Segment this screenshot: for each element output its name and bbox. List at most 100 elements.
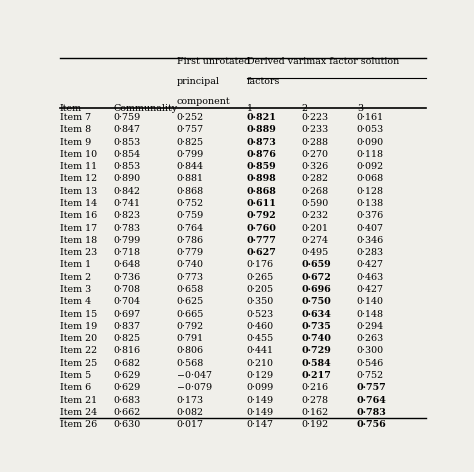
Text: 0·149: 0·149 <box>246 408 273 417</box>
Text: Item 25: Item 25 <box>60 359 97 368</box>
Text: 0·736: 0·736 <box>114 273 141 282</box>
Text: 0·648: 0·648 <box>114 261 141 270</box>
Text: 0·149: 0·149 <box>246 396 273 405</box>
Text: component: component <box>177 97 230 106</box>
Text: 0·658: 0·658 <box>177 285 204 294</box>
Text: 0·210: 0·210 <box>246 359 273 368</box>
Text: 0·779: 0·779 <box>177 248 204 257</box>
Text: 0·777: 0·777 <box>246 236 276 245</box>
Text: 0·625: 0·625 <box>177 297 204 306</box>
Text: Item 19: Item 19 <box>60 322 97 331</box>
Text: 0·118: 0·118 <box>357 150 384 159</box>
Text: 0·590: 0·590 <box>301 199 329 208</box>
Text: 0·217: 0·217 <box>301 371 332 380</box>
Text: 0·844: 0·844 <box>177 162 204 171</box>
Text: 0·799: 0·799 <box>114 236 141 245</box>
Text: 0·854: 0·854 <box>114 150 141 159</box>
Text: 0·659: 0·659 <box>301 261 331 270</box>
Text: 0·611: 0·611 <box>246 199 276 208</box>
Text: 0·757: 0·757 <box>357 383 387 392</box>
Text: 0·201: 0·201 <box>301 224 328 233</box>
Text: 0·455: 0·455 <box>246 334 274 343</box>
Text: 0·759: 0·759 <box>177 211 204 220</box>
Text: 0·350: 0·350 <box>246 297 274 306</box>
Text: Item 16: Item 16 <box>60 211 97 220</box>
Text: Item 15: Item 15 <box>60 310 97 319</box>
Text: Item 20: Item 20 <box>60 334 97 343</box>
Text: 0·799: 0·799 <box>177 150 204 159</box>
Text: 0·791: 0·791 <box>177 334 204 343</box>
Text: 0·757: 0·757 <box>177 125 204 134</box>
Text: 0·128: 0·128 <box>357 187 384 196</box>
Text: 0·216: 0·216 <box>301 383 329 392</box>
Text: 0·278: 0·278 <box>301 396 328 405</box>
Text: Item 1: Item 1 <box>60 261 91 270</box>
Text: 0·823: 0·823 <box>114 211 141 220</box>
Text: 0·665: 0·665 <box>177 310 204 319</box>
Text: 0·090: 0·090 <box>357 137 384 146</box>
Text: 0·523: 0·523 <box>246 310 274 319</box>
Text: 0·792: 0·792 <box>246 211 276 220</box>
Text: 0·868: 0·868 <box>246 187 276 196</box>
Text: 0·735: 0·735 <box>301 322 331 331</box>
Text: 0·441: 0·441 <box>246 346 273 355</box>
Text: 0·873: 0·873 <box>246 137 276 146</box>
Text: 0·205: 0·205 <box>246 285 273 294</box>
Text: 0·495: 0·495 <box>301 248 329 257</box>
Text: Item 13: Item 13 <box>60 187 97 196</box>
Text: 0·407: 0·407 <box>357 224 384 233</box>
Text: 0·783: 0·783 <box>114 224 141 233</box>
Text: 0·427: 0·427 <box>357 285 384 294</box>
Text: 0·786: 0·786 <box>177 236 204 245</box>
Text: 0·816: 0·816 <box>114 346 141 355</box>
Text: 3: 3 <box>357 104 363 113</box>
Text: Item: Item <box>60 104 82 113</box>
Text: 0·270: 0·270 <box>301 150 328 159</box>
Text: Item 9: Item 9 <box>60 137 91 146</box>
Text: 0·233: 0·233 <box>301 125 329 134</box>
Text: 0·718: 0·718 <box>114 248 141 257</box>
Text: 0·082: 0·082 <box>177 408 204 417</box>
Text: Item 26: Item 26 <box>60 420 97 429</box>
Text: 0·740: 0·740 <box>301 334 332 343</box>
Text: principal: principal <box>177 77 220 86</box>
Text: 0·129: 0·129 <box>246 371 273 380</box>
Text: 0·176: 0·176 <box>246 261 273 270</box>
Text: 0·147: 0·147 <box>246 420 273 429</box>
Text: Item 3: Item 3 <box>60 285 91 294</box>
Text: 0·463: 0·463 <box>357 273 384 282</box>
Text: 0·068: 0·068 <box>357 174 384 184</box>
Text: Item 21: Item 21 <box>60 396 97 405</box>
Text: 0·346: 0·346 <box>357 236 384 245</box>
Text: factors: factors <box>246 77 280 86</box>
Text: 0·729: 0·729 <box>301 346 331 355</box>
Text: Item 6: Item 6 <box>60 383 91 392</box>
Text: 0·300: 0·300 <box>357 346 384 355</box>
Text: 0·192: 0·192 <box>301 420 329 429</box>
Text: Item 24: Item 24 <box>60 408 97 417</box>
Text: 0·629: 0·629 <box>114 371 141 380</box>
Text: Derived varimax factor solution: Derived varimax factor solution <box>246 58 399 67</box>
Text: 0·825: 0·825 <box>177 137 204 146</box>
Text: 0·288: 0·288 <box>301 137 328 146</box>
Text: 0·138: 0·138 <box>357 199 384 208</box>
Text: −0·079: −0·079 <box>177 383 212 392</box>
Text: 0·568: 0·568 <box>177 359 204 368</box>
Text: 0·682: 0·682 <box>114 359 141 368</box>
Text: 0·634: 0·634 <box>301 310 332 319</box>
Text: 0·773: 0·773 <box>177 273 204 282</box>
Text: 0·752: 0·752 <box>177 199 204 208</box>
Text: 0·263: 0·263 <box>357 334 384 343</box>
Text: 0·881: 0·881 <box>177 174 204 184</box>
Text: 0·898: 0·898 <box>246 174 276 184</box>
Text: Item 14: Item 14 <box>60 199 97 208</box>
Text: 0·783: 0·783 <box>357 408 387 417</box>
Text: 0·752: 0·752 <box>357 371 384 380</box>
Text: 0·584: 0·584 <box>301 359 331 368</box>
Text: Item 8: Item 8 <box>60 125 91 134</box>
Text: 0·252: 0·252 <box>177 113 204 122</box>
Text: 0·708: 0·708 <box>114 285 141 294</box>
Text: Item 2: Item 2 <box>60 273 91 282</box>
Text: 0·696: 0·696 <box>301 285 331 294</box>
Text: 1: 1 <box>246 104 253 113</box>
